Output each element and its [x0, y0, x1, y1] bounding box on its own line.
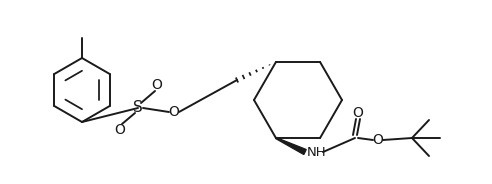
Text: NH: NH [307, 146, 327, 158]
Text: O: O [152, 78, 162, 92]
Text: O: O [372, 133, 383, 147]
Text: O: O [115, 123, 125, 137]
Text: O: O [169, 105, 180, 119]
Polygon shape [276, 138, 306, 155]
Text: O: O [353, 106, 364, 120]
Text: S: S [133, 100, 143, 116]
